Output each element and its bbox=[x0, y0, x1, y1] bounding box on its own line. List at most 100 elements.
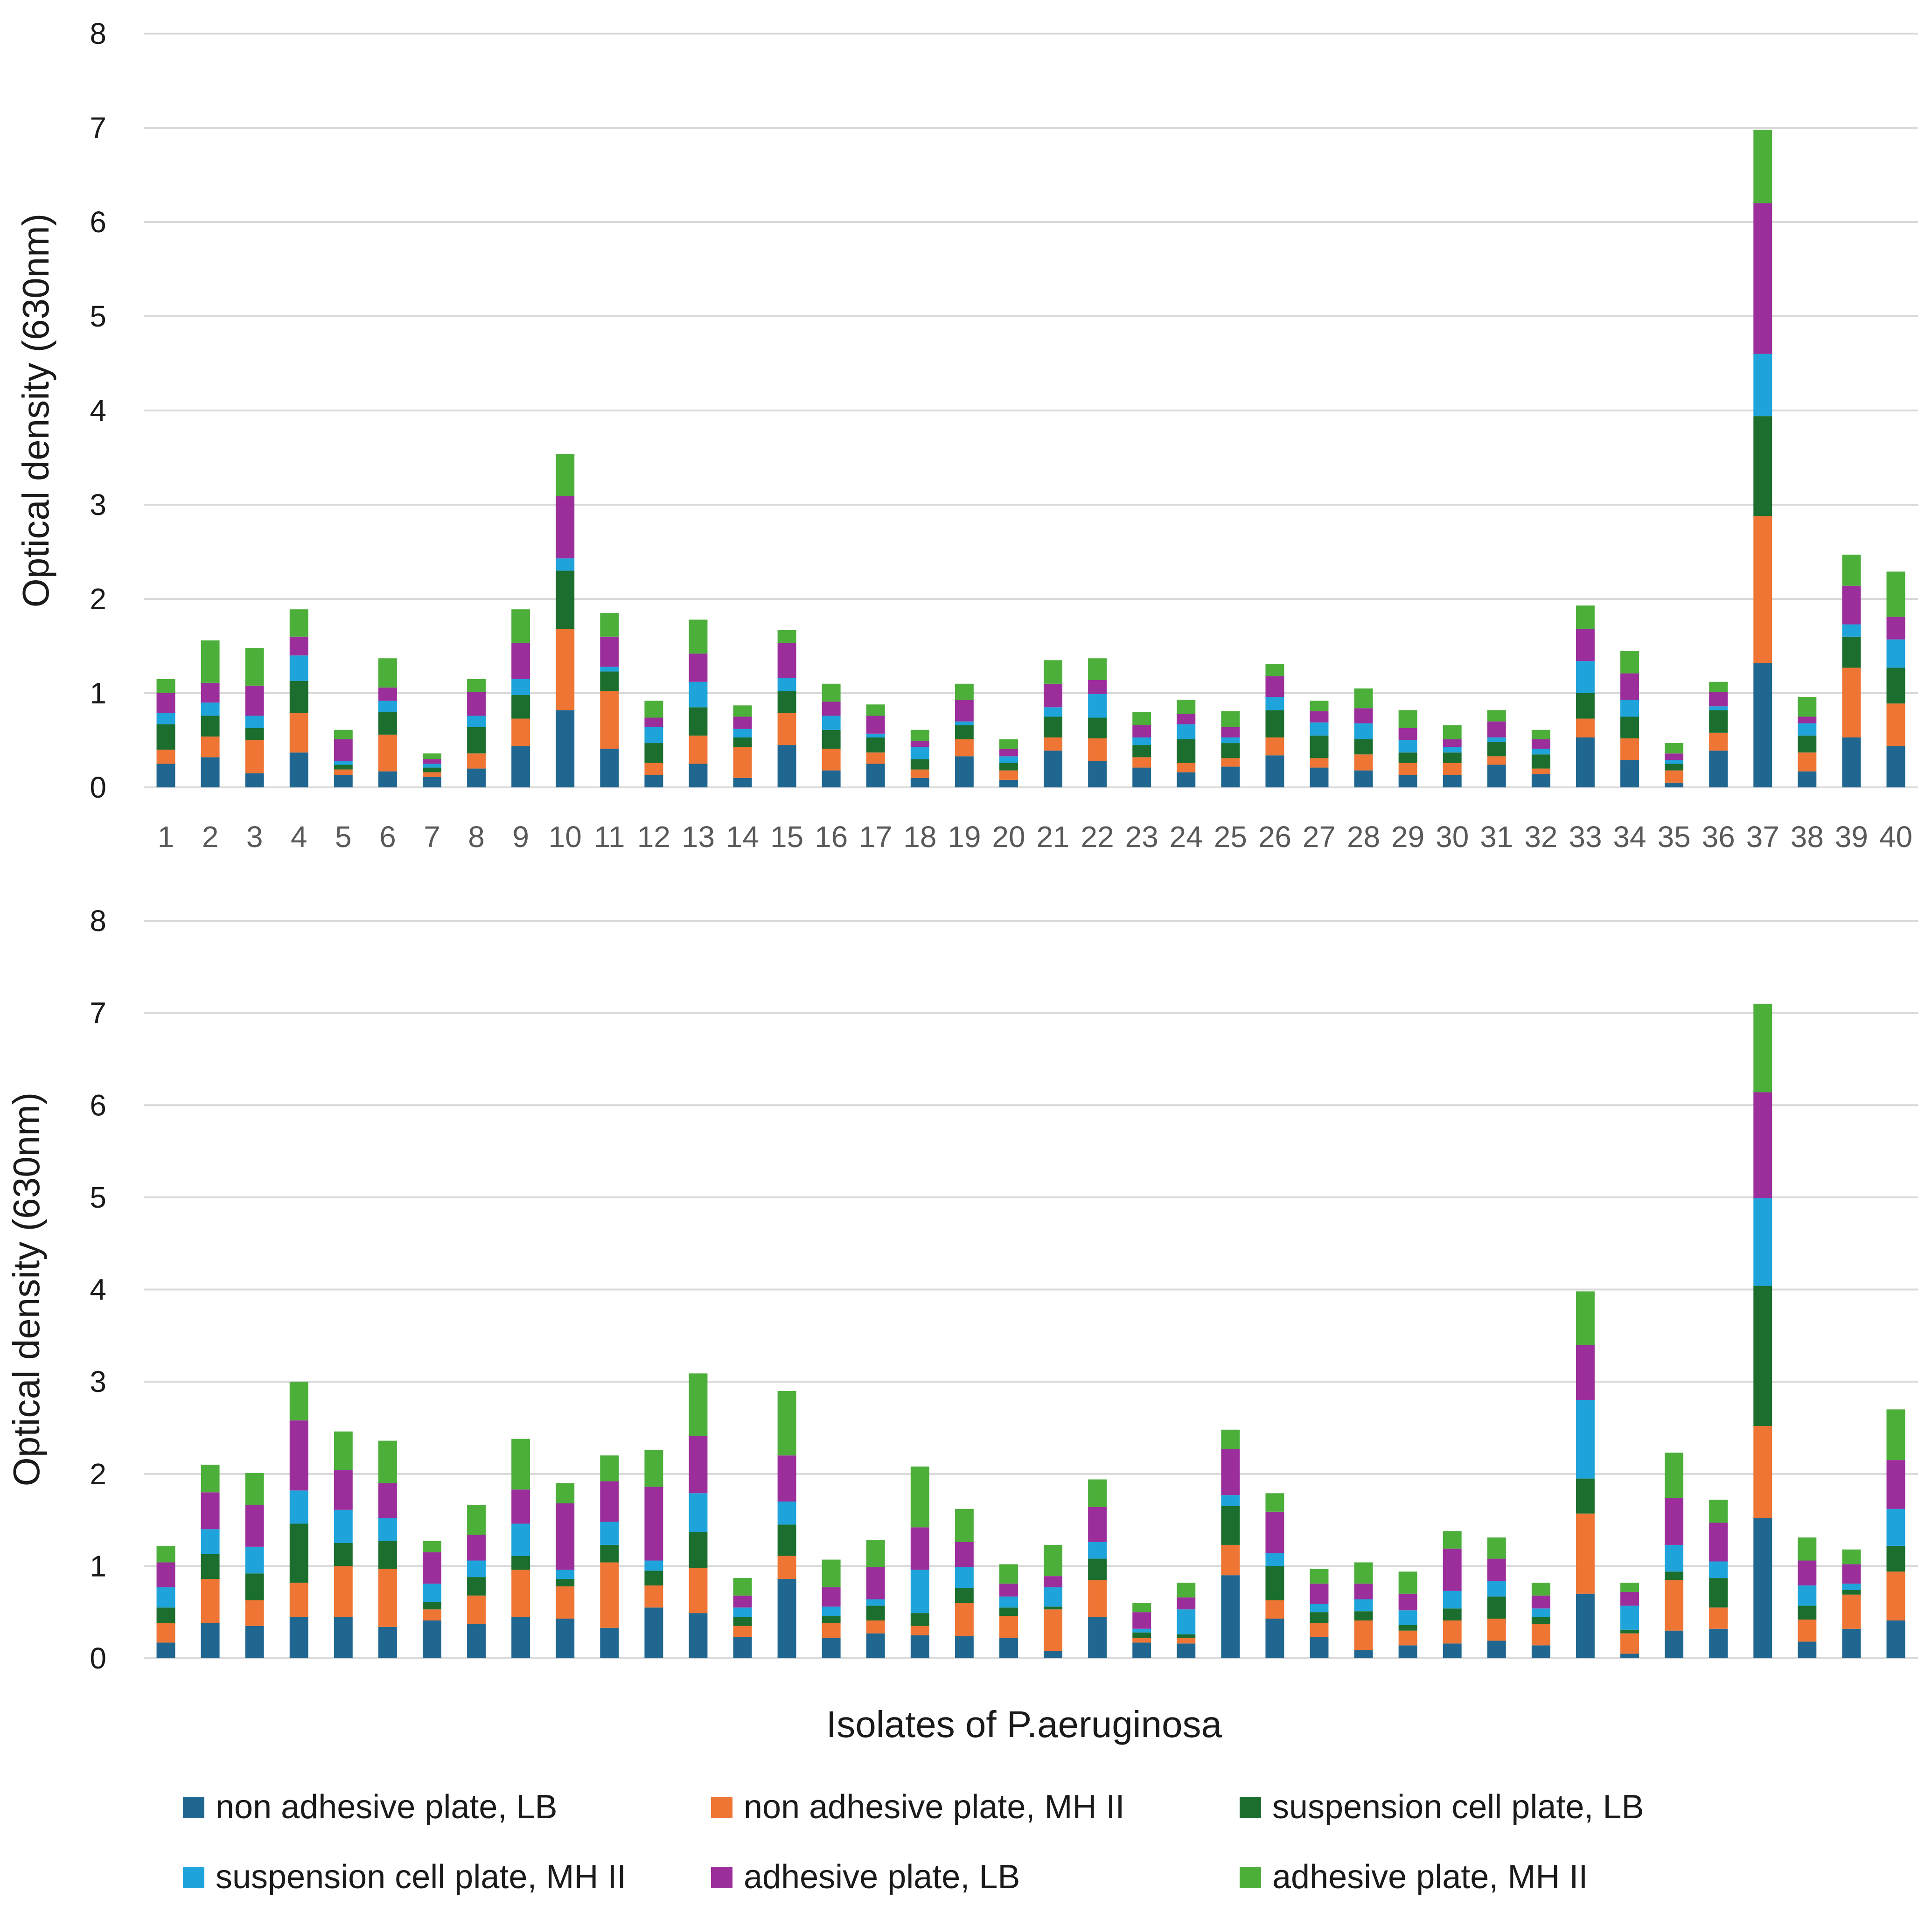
bar-segment bbox=[1132, 767, 1151, 787]
bar-segment bbox=[1354, 688, 1373, 709]
bar-segment bbox=[201, 757, 220, 787]
bar-segment bbox=[1886, 617, 1905, 640]
bar-segment bbox=[201, 1623, 220, 1658]
bar-segment bbox=[1487, 1558, 1506, 1581]
bar-segment bbox=[1576, 693, 1595, 719]
bar-segment bbox=[1177, 1634, 1196, 1638]
bar-segment bbox=[777, 1502, 796, 1525]
bar-segment bbox=[467, 1505, 486, 1535]
bar-segment bbox=[910, 759, 929, 770]
bar-segment bbox=[423, 777, 441, 787]
y-tick-label: 3 bbox=[90, 1365, 106, 1398]
bar-segment bbox=[423, 1609, 441, 1620]
bar-segment bbox=[1576, 1291, 1595, 1345]
bar-segment bbox=[644, 1450, 663, 1487]
bar-segment bbox=[201, 1579, 220, 1623]
x-tick-label: 5 bbox=[335, 820, 352, 854]
bar-segment bbox=[733, 737, 752, 747]
x-tick-label: 28 bbox=[1347, 820, 1380, 854]
bar-segment bbox=[1576, 629, 1595, 661]
bar-segment bbox=[1132, 725, 1151, 737]
bar-segment bbox=[1709, 692, 1728, 707]
bar-segment bbox=[1665, 782, 1684, 787]
legend-swatch bbox=[1240, 1867, 1261, 1888]
bar-segment bbox=[1531, 749, 1550, 755]
bar-segment bbox=[777, 745, 796, 787]
bar-segment bbox=[1576, 718, 1595, 737]
bar-segment bbox=[1886, 1620, 1905, 1658]
bar-segment bbox=[1221, 1495, 1240, 1506]
bar-segment bbox=[1132, 745, 1151, 758]
bar-segment bbox=[1798, 697, 1817, 717]
y-tick-label: 2 bbox=[90, 582, 106, 616]
legend-swatch bbox=[183, 1867, 204, 1888]
bar-segment bbox=[1709, 1500, 1728, 1523]
bar-segment bbox=[600, 1455, 619, 1481]
bar-segment bbox=[955, 700, 974, 722]
bar-segment bbox=[689, 764, 708, 787]
bar-segment bbox=[1088, 1558, 1107, 1580]
bar-segment bbox=[1088, 1542, 1107, 1559]
bar-segment bbox=[733, 729, 752, 737]
bar-segment bbox=[1620, 1606, 1639, 1630]
x-tick-label: 10 bbox=[549, 820, 582, 854]
y-tick-label: 8 bbox=[90, 17, 106, 50]
bar-segment bbox=[999, 1638, 1018, 1658]
bar-segment bbox=[378, 701, 397, 712]
bar-segment bbox=[1265, 676, 1284, 697]
bar-segment bbox=[644, 1585, 663, 1608]
bar-segment bbox=[1487, 1619, 1506, 1641]
bar-segment bbox=[1531, 1608, 1550, 1617]
bar-segment bbox=[1620, 716, 1639, 738]
bar-segment bbox=[1842, 1628, 1861, 1658]
bar-segment bbox=[1753, 1198, 1772, 1286]
bar-segment bbox=[511, 718, 530, 746]
bar-segment bbox=[201, 702, 220, 716]
bar-segment bbox=[1842, 1549, 1861, 1564]
x-tick-label: 31 bbox=[1480, 820, 1513, 854]
bar-segment bbox=[1354, 708, 1373, 723]
bar-segment bbox=[289, 1523, 308, 1583]
bar-segment bbox=[1398, 1610, 1417, 1625]
bar-segment bbox=[334, 1543, 353, 1566]
bar-segment bbox=[334, 775, 353, 787]
bar-segment bbox=[1398, 752, 1417, 763]
bar-segment bbox=[777, 1556, 796, 1579]
bar-segment bbox=[733, 716, 752, 729]
bar-segment bbox=[1665, 1571, 1684, 1580]
bar-segment bbox=[423, 772, 441, 777]
bar-segment bbox=[1221, 1544, 1240, 1576]
bar-segment bbox=[423, 759, 441, 764]
bar-segment bbox=[600, 691, 619, 749]
bar-segment bbox=[866, 1540, 885, 1567]
bar-segment bbox=[1886, 1409, 1905, 1460]
bar-segment bbox=[866, 1633, 885, 1658]
bar-segment bbox=[467, 1624, 486, 1658]
bar-segment bbox=[1398, 728, 1417, 740]
bar-segment bbox=[1443, 1620, 1462, 1644]
bar-segment bbox=[1842, 737, 1861, 787]
bar-segment bbox=[1665, 1630, 1684, 1658]
bar-segment bbox=[467, 716, 486, 727]
bar-segment bbox=[156, 1642, 175, 1658]
bar-segment bbox=[1221, 766, 1240, 787]
x-tick-label: 34 bbox=[1613, 820, 1646, 854]
bar-segment bbox=[556, 496, 575, 559]
y-tick-label: 7 bbox=[90, 996, 106, 1030]
bar-segment bbox=[910, 1570, 929, 1613]
bar-segment bbox=[245, 1473, 264, 1505]
bar-segment bbox=[999, 1607, 1018, 1616]
bar-segment bbox=[1709, 1561, 1728, 1578]
bar-segment bbox=[1576, 1513, 1595, 1594]
bar-segment bbox=[1842, 1590, 1861, 1595]
bar-segment bbox=[245, 1600, 264, 1626]
bar-segment bbox=[1354, 1620, 1373, 1650]
x-tick-label: 22 bbox=[1081, 820, 1114, 854]
bar-segment bbox=[1753, 203, 1772, 354]
x-tick-label: 11 bbox=[594, 820, 625, 854]
x-tick-label: 1 bbox=[158, 820, 174, 854]
x-tick-label: 18 bbox=[903, 820, 936, 854]
bar-segment bbox=[1886, 571, 1905, 617]
bar-segment bbox=[1354, 754, 1373, 771]
bar-segment bbox=[1310, 1604, 1329, 1613]
